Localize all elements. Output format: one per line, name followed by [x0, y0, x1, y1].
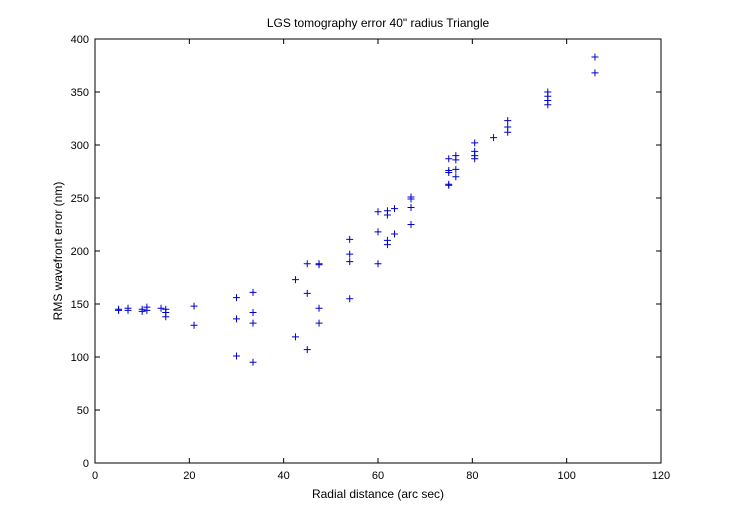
data-point-marker: [346, 258, 354, 266]
data-point-marker: [249, 358, 257, 366]
data-point-marker: [445, 181, 453, 189]
data-markers: [115, 53, 599, 366]
y-tick-label: 350: [71, 87, 89, 99]
y-tick-label: 100: [71, 352, 89, 364]
data-point-marker: [391, 230, 399, 238]
data-point-marker: [504, 128, 512, 136]
data-point-marker: [452, 156, 460, 164]
data-point-marker: [249, 288, 257, 296]
y-tick-label: 150: [71, 299, 89, 311]
data-point-marker: [445, 155, 453, 163]
x-tick-label: 40: [278, 470, 290, 482]
y-tick-label: 250: [71, 193, 89, 205]
y-axis-label: RMS wavefront error (nm): [51, 182, 65, 321]
data-point-marker: [407, 221, 415, 228]
x-axis-label: Radial distance (arc sec): [312, 487, 444, 501]
data-point-marker: [315, 319, 323, 327]
data-point-marker: [490, 134, 498, 142]
data-point-marker: [383, 211, 391, 219]
x-tick-label: 60: [372, 470, 384, 482]
data-point-marker: [233, 294, 240, 302]
data-point-marker: [407, 204, 415, 212]
data-point-marker: [291, 276, 299, 284]
data-point-marker: [190, 321, 198, 329]
data-point-marker: [315, 261, 323, 269]
data-point-marker: [544, 101, 552, 109]
data-point-marker: [233, 352, 240, 360]
axis-ticks: [94, 38, 662, 464]
data-point-marker: [162, 313, 170, 321]
data-point-marker: [407, 195, 415, 203]
data-point-marker: [157, 304, 165, 312]
data-point-marker: [249, 319, 257, 327]
data-point-marker: [303, 289, 311, 297]
data-point-marker: [303, 260, 311, 268]
data-point-marker: [291, 333, 299, 341]
data-point-marker: [115, 306, 123, 314]
x-tick-label: 80: [466, 470, 478, 482]
y-tick-label: 0: [83, 458, 89, 470]
plot-area: [94, 38, 662, 464]
data-point-marker: [504, 117, 512, 125]
tick-labels: 0 20 40 60 80 100 120 0 50 100 150 200 250 300 350 400: [71, 34, 671, 482]
x-tick-label: 100: [557, 470, 575, 482]
y-tick-label: 50: [77, 405, 89, 417]
data-point-marker: [391, 205, 399, 213]
data-point-marker: [591, 69, 599, 77]
y-tick-label: 300: [71, 140, 89, 152]
data-point-marker: [315, 304, 323, 312]
data-point-marker: [346, 250, 354, 258]
x-tick-label: 120: [652, 470, 670, 482]
data-point-marker: [303, 346, 311, 354]
data-point-marker: [346, 235, 354, 243]
y-tick-label: 200: [71, 246, 89, 258]
data-point-marker: [471, 139, 479, 147]
data-point-marker: [124, 306, 132, 314]
data-point-marker: [452, 173, 460, 181]
data-point-marker: [374, 208, 382, 216]
data-point-marker: [452, 165, 460, 173]
data-point-marker: [591, 53, 599, 61]
data-point-marker: [445, 169, 453, 177]
data-point-marker: [190, 302, 198, 310]
data-point-marker: [249, 308, 257, 316]
data-point-marker: [383, 241, 391, 249]
chart-title: LGS tomography error 40" radius Triangle: [267, 16, 490, 30]
data-point-marker: [143, 306, 151, 314]
data-point-marker: [374, 260, 382, 268]
data-point-marker: [374, 228, 382, 236]
data-point-marker: [233, 315, 240, 323]
data-point-marker: [346, 295, 354, 303]
y-tick-label: 400: [71, 34, 89, 46]
data-point-marker: [138, 307, 146, 315]
data-point-marker: [471, 155, 479, 163]
x-tick-label: 20: [183, 470, 195, 482]
x-tick-label: 0: [92, 470, 98, 482]
